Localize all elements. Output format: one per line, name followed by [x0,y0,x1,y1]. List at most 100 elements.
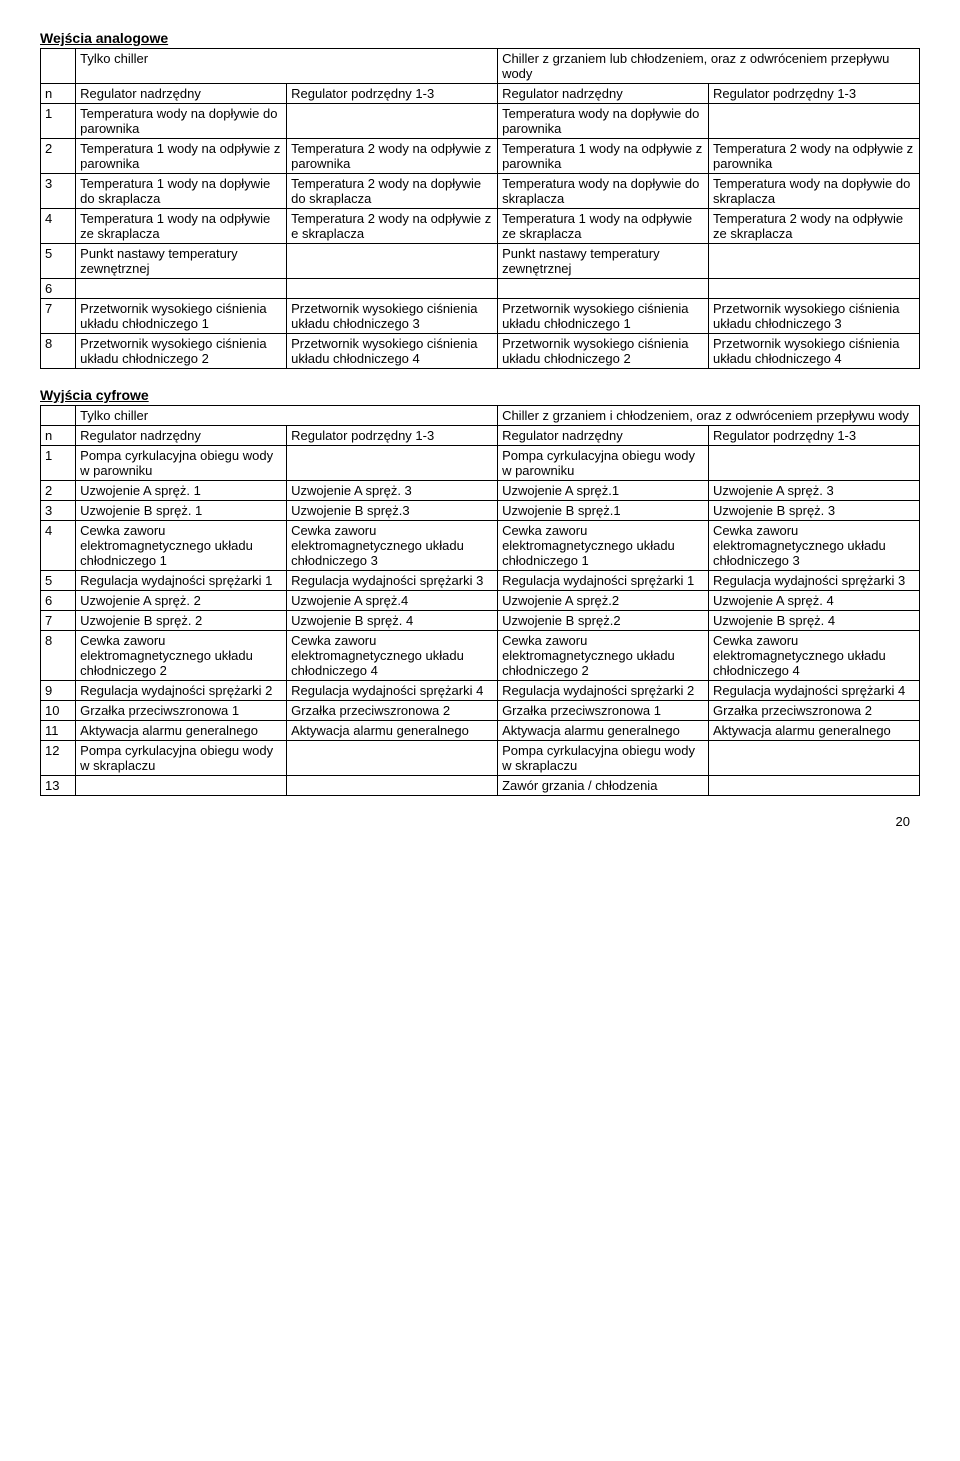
table-cell [709,244,920,279]
table-cell: 6 [41,591,76,611]
table-cell: Regulacja wydajności sprężarki 1 [76,571,287,591]
table-cell: Uzwojenie A spręż.4 [287,591,498,611]
table-cell: 3 [41,501,76,521]
table-cell: Temperatura 1 wody na dopływie do skrapl… [76,174,287,209]
table-cell [709,104,920,139]
table-cell: Regulacja wydajności sprężarki 3 [709,571,920,591]
table-cell: 4 [41,209,76,244]
table-cell: 1 [41,446,76,481]
table-cell: Temperatura 1 wody na odpływie ze skrapl… [498,209,709,244]
table-header-cell: Regulator nadrzędny [498,426,709,446]
table-cell: Uzwojenie B spręż.2 [498,611,709,631]
table-cell: Temperatura wody na dopływie do parownik… [76,104,287,139]
table-row: 1Pompa cyrkulacyjna obiegu wody w parown… [41,446,920,481]
table-cell [498,279,709,299]
table-header-cell [41,49,76,84]
table-row: 8Cewka zaworu elektromagnetycznego układ… [41,631,920,681]
table-cell: Regulacja wydajności sprężarki 3 [287,571,498,591]
table-cell: Cewka zaworu elektromagnetycznego układu… [287,631,498,681]
table-cell: Aktywacja alarmu generalnego [287,721,498,741]
table-header-cell: Chiller z grzaniem lub chłodzeniem, oraz… [498,49,920,84]
table-cell: Pompa cyrkulacyjna obiegu wody w skrapla… [498,741,709,776]
table-header-cell: n [41,426,76,446]
table-cell: Aktywacja alarmu generalnego [498,721,709,741]
table-cell: Przetwornik wysokiego ciśnienia układu c… [709,299,920,334]
table-header-cell: Regulator podrzędny 1-3 [709,84,920,104]
table-cell: Temperatura 2 wody na odpływie ze skrapl… [709,209,920,244]
table-header-cell: Tylko chiller [76,49,498,84]
table-header-cell: Tylko chiller [76,406,498,426]
table-cell: Uzwojenie A spręż. 3 [287,481,498,501]
table-header-cell: Regulator nadrzędny [498,84,709,104]
table-cell [709,279,920,299]
table-cell [287,446,498,481]
table-cell: Cewka zaworu elektromagnetycznego układu… [709,521,920,571]
table-cell: Cewka zaworu elektromagnetycznego układu… [709,631,920,681]
section-title-analog: Wejścia analogowe [40,30,920,46]
table-cell: Grzałka przeciwszronowa 1 [76,701,287,721]
table-row: 8Przetwornik wysokiego ciśnienia układu … [41,334,920,369]
table-cell [709,776,920,796]
table-cell: Cewka zaworu elektromagnetycznego układu… [76,631,287,681]
table-cell: 8 [41,631,76,681]
table-row: 2Temperatura 1 wody na odpływie z parown… [41,139,920,174]
table-cell: Temperatura wody na dopływie do parownik… [498,104,709,139]
table-row: 3Temperatura 1 wody na dopływie do skrap… [41,174,920,209]
table-cell: Cewka zaworu elektromagnetycznego układu… [287,521,498,571]
table-cell: Temperatura 2 wody na odpływie z parowni… [709,139,920,174]
table-cell: Uzwojenie A spręż. 2 [76,591,287,611]
table-cell: Uzwojenie B spręż. 2 [76,611,287,631]
table-cell: Przetwornik wysokiego ciśnienia układu c… [76,334,287,369]
table-cell: Grzałka przeciwszronowa 1 [498,701,709,721]
page-number: 20 [40,814,920,829]
table-header-cell: n [41,84,76,104]
table-cell: Cewka zaworu elektromagnetycznego układu… [76,521,287,571]
table-cell [287,279,498,299]
table-row: 7Przetwornik wysokiego ciśnienia układu … [41,299,920,334]
table-row: 6Uzwojenie A spręż. 2Uzwojenie A spręż.4… [41,591,920,611]
table-cell [287,104,498,139]
table-cell: Pompa cyrkulacyjna obiegu wody w parowni… [76,446,287,481]
table-cell: 8 [41,334,76,369]
table-cell: 5 [41,571,76,591]
table-cell: Pompa cyrkulacyjna obiegu wody w parowni… [498,446,709,481]
table-cell: Przetwornik wysokiego ciśnienia układu c… [287,334,498,369]
table-cell: Aktywacja alarmu generalnego [76,721,287,741]
table-row: 4Cewka zaworu elektromagnetycznego układ… [41,521,920,571]
table-cell: Uzwojenie B spręż.1 [498,501,709,521]
table-cell: 9 [41,681,76,701]
table-header-cell: Regulator podrzędny 1-3 [709,426,920,446]
table-header-cell: Regulator podrzędny 1-3 [287,426,498,446]
table-cell [76,776,287,796]
table-cell: Uzwojenie A spręż. 4 [709,591,920,611]
table-cell [287,244,498,279]
table-row: 6 [41,279,920,299]
table-cell [287,776,498,796]
table-cell: Temperatura wody na dopływie do skraplac… [498,174,709,209]
table-row: 11Aktywacja alarmu generalnegoAktywacja … [41,721,920,741]
table-cell: 11 [41,721,76,741]
table-cell: Przetwornik wysokiego ciśnienia układu c… [76,299,287,334]
table-row: 7Uzwojenie B spręż. 2Uzwojenie B spręż. … [41,611,920,631]
table-cell: Uzwojenie B spręż. 1 [76,501,287,521]
table-cell: Temperatura 1 wody na odpływie z parowni… [76,139,287,174]
table-cell [709,446,920,481]
table-cell: Grzałka przeciwszronowa 2 [287,701,498,721]
table-cell: Uzwojenie A spręż.2 [498,591,709,611]
table-cell: Temperatura 1 wody na odpływie z parowni… [498,139,709,174]
table-cell: Punkt nastawy temperatury zewnętrznej [76,244,287,279]
table-cell: 5 [41,244,76,279]
table-cell: Uzwojenie B spręż. 3 [709,501,920,521]
table-cell: Temperatura wody na dopływie do skraplac… [709,174,920,209]
table-header-cell: Regulator nadrzędny [76,84,287,104]
table-cell: 10 [41,701,76,721]
table-cell: Temperatura 2 wody na dopływie do skrapl… [287,174,498,209]
table-cell: Regulacja wydajności sprężarki 2 [498,681,709,701]
table-row: 10Grzałka przeciwszronowa 1Grzałka przec… [41,701,920,721]
table-cell: Punkt nastawy temperatury zewnętrznej [498,244,709,279]
table-analog-inputs: Tylko chillerChiller z grzaniem lub chło… [40,48,920,369]
table-cell: Przetwornik wysokiego ciśnienia układu c… [287,299,498,334]
table-cell: 12 [41,741,76,776]
table-row: 5Punkt nastawy temperatury zewnętrznejPu… [41,244,920,279]
table-row: 12 Pompa cyrkulacyjna obiegu wody w skrap… [41,741,920,776]
